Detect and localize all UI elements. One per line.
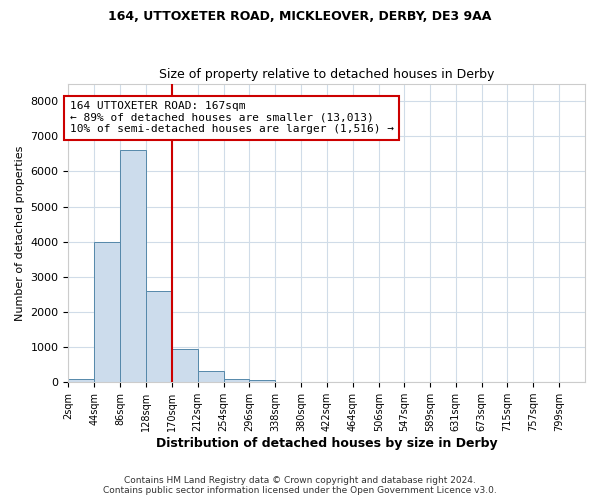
Bar	[120, 150, 146, 382]
Bar	[68, 378, 94, 382]
X-axis label: Distribution of detached houses by size in Derby: Distribution of detached houses by size …	[156, 437, 497, 450]
Bar	[198, 370, 224, 382]
Bar	[250, 380, 275, 382]
Text: Contains HM Land Registry data © Crown copyright and database right 2024.
Contai: Contains HM Land Registry data © Crown c…	[103, 476, 497, 495]
Text: 164 UTTOXETER ROAD: 167sqm
← 89% of detached houses are smaller (13,013)
10% of : 164 UTTOXETER ROAD: 167sqm ← 89% of deta…	[70, 101, 394, 134]
Bar	[94, 242, 120, 382]
Text: 164, UTTOXETER ROAD, MICKLEOVER, DERBY, DE3 9AA: 164, UTTOXETER ROAD, MICKLEOVER, DERBY, …	[109, 10, 491, 23]
Title: Size of property relative to detached houses in Derby: Size of property relative to detached ho…	[159, 68, 494, 81]
Bar	[146, 291, 172, 382]
Bar	[224, 378, 250, 382]
Y-axis label: Number of detached properties: Number of detached properties	[15, 145, 25, 320]
Bar	[172, 349, 198, 382]
